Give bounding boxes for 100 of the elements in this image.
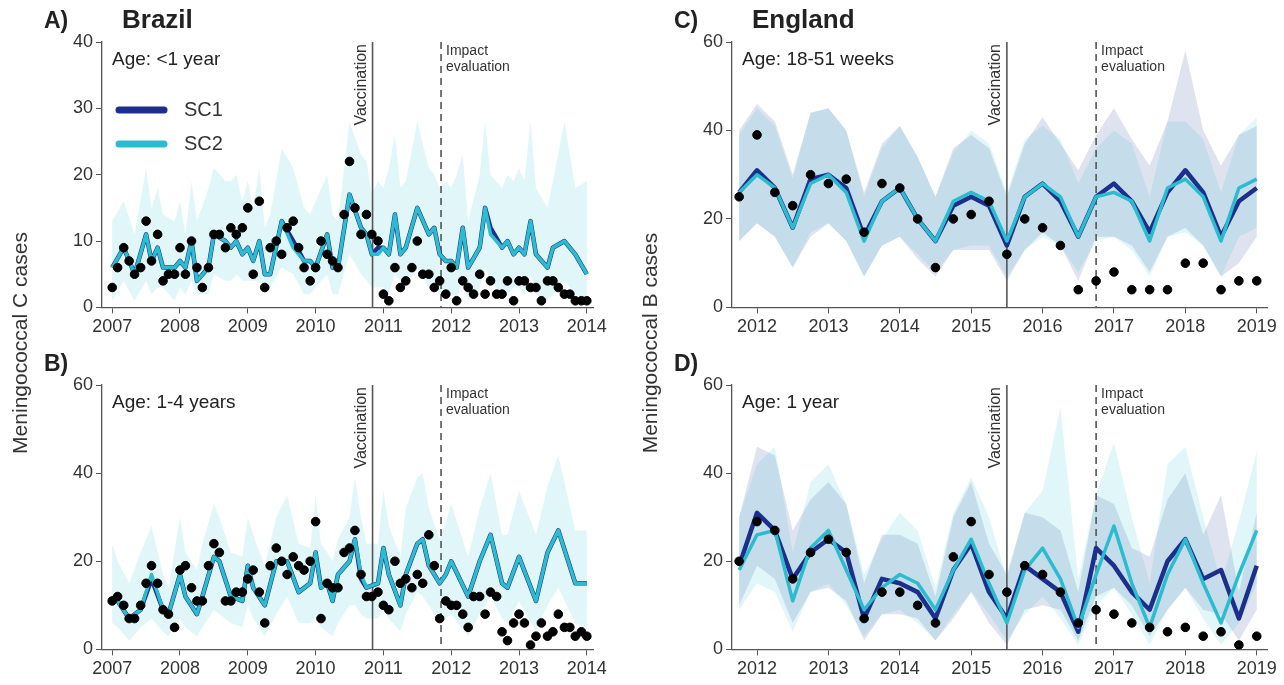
point <box>770 525 780 536</box>
point <box>1251 631 1262 641</box>
point <box>1198 631 1208 641</box>
point <box>1251 276 1262 286</box>
point <box>859 613 869 624</box>
point <box>1002 587 1012 597</box>
point <box>948 552 959 562</box>
x-tick-label: 2008 <box>159 658 201 679</box>
point <box>823 534 834 545</box>
point <box>894 587 905 597</box>
point <box>1037 569 1048 580</box>
x-tick-label: 2013 <box>808 658 849 679</box>
x-tick-label: 2013 <box>808 316 849 337</box>
point <box>1234 640 1244 650</box>
point <box>1109 609 1119 619</box>
point <box>1162 284 1173 295</box>
point <box>1109 267 1119 277</box>
point <box>930 618 941 628</box>
point <box>1073 284 1084 295</box>
annotation: Age: 18-51 weeks <box>742 47 895 69</box>
point <box>1002 249 1012 260</box>
ref-line-label: Vaccination <box>986 44 1004 126</box>
point <box>912 214 923 224</box>
ref-line-label: Vaccination <box>986 387 1004 469</box>
point <box>1144 284 1155 295</box>
point <box>1216 284 1226 295</box>
point <box>948 214 959 224</box>
point <box>859 227 869 237</box>
chart-subtitle: Brazil <box>122 4 193 34</box>
y-axis-title: Meningococcal B cases <box>638 232 662 454</box>
point <box>984 569 994 580</box>
point <box>1234 276 1244 286</box>
point <box>1091 276 1101 286</box>
chart-title: C) <box>674 7 699 33</box>
point <box>1127 284 1137 295</box>
point <box>1144 622 1155 633</box>
point <box>1091 604 1101 615</box>
x-tick-label: 2008 <box>159 316 201 337</box>
annotation: Age: 1-4 years <box>112 390 236 412</box>
ref-line-label: Impact evaluation <box>1101 41 1165 74</box>
chart-title: D) <box>674 350 699 376</box>
y-tick-label: 0 <box>83 638 94 659</box>
chart-title: A) <box>44 7 69 33</box>
point <box>752 130 762 140</box>
point <box>1055 240 1066 251</box>
x-tick-label: 2014 <box>566 316 607 337</box>
x-tick-label: 2011 <box>364 658 403 679</box>
x-tick-label: 2013 <box>498 658 540 679</box>
y-tick-label: 0 <box>713 296 724 317</box>
point <box>1180 258 1191 268</box>
point <box>966 209 976 220</box>
x-tick-label: 2009 <box>227 316 268 337</box>
point <box>930 262 941 273</box>
y-axis-title: Meningococcal C cases <box>8 232 32 454</box>
point <box>1055 587 1066 597</box>
legend-label: SC2 <box>184 131 223 154</box>
point <box>1019 214 1030 224</box>
x-tick-label: 2015 <box>951 316 992 337</box>
chart-title: B) <box>44 350 69 376</box>
x-tick-label: 2018 <box>1165 316 1206 337</box>
x-tick-label: 2007 <box>92 316 133 337</box>
x-tick-label: 2012 <box>431 658 472 679</box>
point <box>841 174 852 184</box>
point <box>1127 618 1137 628</box>
y-tick-label: 20 <box>702 207 724 228</box>
point <box>912 600 923 611</box>
point <box>877 178 887 189</box>
point <box>734 192 744 202</box>
y-tick-label: 30 <box>72 97 94 118</box>
point <box>734 556 744 567</box>
x-tick-label: 2010 <box>295 658 336 679</box>
y-tick-label: 20 <box>702 550 724 571</box>
x-tick-label: 2015 <box>951 658 992 679</box>
ref-line-label: Vaccination <box>351 44 369 126</box>
x-tick-label: 2013 <box>498 316 540 337</box>
y-tick-label: 60 <box>72 373 94 394</box>
y-tick-label: 0 <box>713 638 724 659</box>
point <box>823 178 834 189</box>
x-tick-label: 2010 <box>295 316 336 337</box>
y-tick-label: 0 <box>83 296 94 317</box>
x-tick-label: 2017 <box>1093 658 1134 679</box>
y-tick-label: 60 <box>702 30 724 51</box>
ref-line-label: Impact evaluation <box>446 384 510 417</box>
point <box>1180 622 1191 633</box>
x-tick-label: 2009 <box>227 658 268 679</box>
y-tick-label: 20 <box>72 163 94 184</box>
x-tick-label: 2014 <box>879 658 920 679</box>
x-tick-label: 2019 <box>1236 316 1277 337</box>
y-tick-label: 40 <box>72 462 94 483</box>
x-tick-label: 2019 <box>1236 658 1277 679</box>
point <box>1019 560 1030 571</box>
point <box>770 187 780 198</box>
x-tick-label: 2012 <box>736 658 778 679</box>
ref-line-label: Impact evaluation <box>446 41 510 74</box>
x-tick-label: 2016 <box>1022 316 1063 337</box>
y-tick-label: 40 <box>702 462 724 483</box>
x-tick-label: 2012 <box>431 316 472 337</box>
y-tick-label: 40 <box>702 119 724 140</box>
point <box>894 183 905 193</box>
point <box>787 574 798 584</box>
